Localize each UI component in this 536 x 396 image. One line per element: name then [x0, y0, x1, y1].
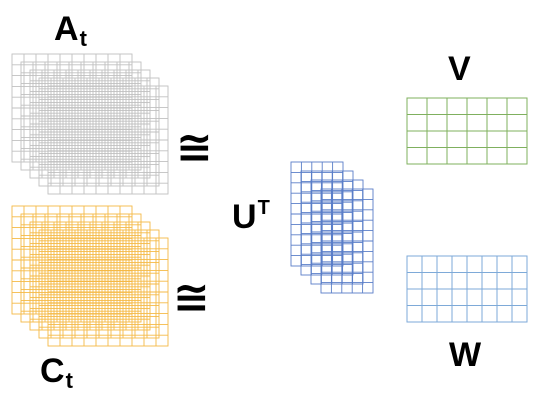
- label-u-main: U: [232, 198, 257, 236]
- matrix-v: [406, 97, 528, 165]
- tensor-a-slice-5: [47, 85, 169, 195]
- tensor-c-slice-3: [29, 221, 151, 331]
- tensor-c-slice-2: [20, 213, 142, 323]
- label-a-main: A: [54, 10, 79, 48]
- approx-symbol-bottom: ≅: [173, 272, 210, 323]
- tensor-c-slice-5: [47, 237, 169, 347]
- matrix-w: [406, 255, 528, 323]
- label-c-subscript: t: [65, 368, 73, 393]
- tensor-c-slice-4: [38, 229, 160, 339]
- tensor-a-slice-4: [38, 77, 160, 187]
- tensor-u-slice-1: [290, 161, 344, 267]
- label-u-superscript: T: [257, 197, 270, 219]
- label-c-main: C: [40, 352, 65, 390]
- tensor-u-slice-2: [300, 170, 354, 276]
- tensor-u-slice-4: [320, 188, 374, 294]
- label-w: W: [449, 336, 482, 374]
- tensor-a-slice-3: [29, 69, 151, 179]
- label-a-t: At: [54, 10, 87, 50]
- label-v: V: [448, 50, 471, 88]
- label-c-t: Ct: [40, 352, 73, 392]
- tensor-a-slice-2: [20, 61, 142, 171]
- label-a-subscript: t: [79, 26, 87, 51]
- approx-symbol-top: ≅: [176, 122, 213, 173]
- label-u-transpose: UT: [232, 197, 270, 236]
- tensor-u-slice-3: [310, 179, 364, 285]
